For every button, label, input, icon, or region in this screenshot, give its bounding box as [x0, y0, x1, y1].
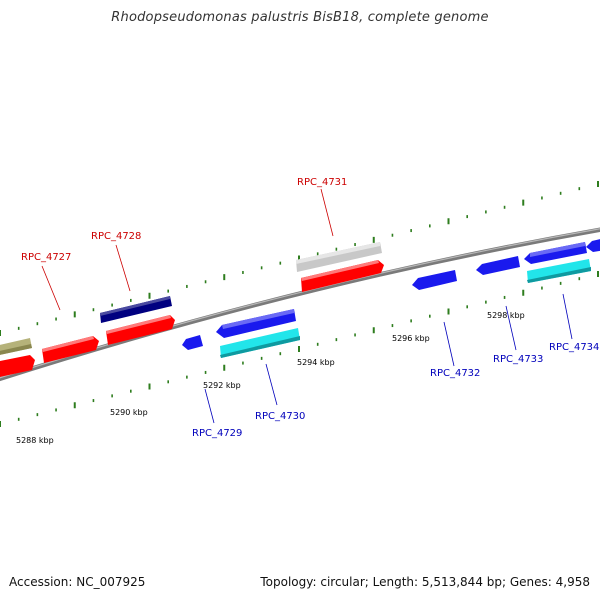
rna-4730-shade	[220, 336, 300, 358]
cds-shade-2	[106, 315, 171, 334]
gene-label-rpc-4731[interactable]: RPC_4731	[297, 177, 347, 188]
forward-features	[0, 242, 382, 355]
gene-label-rpc-4730[interactable]: RPC_4730	[255, 411, 305, 422]
feature-rna-shade	[100, 296, 170, 316]
reverse-rna	[220, 259, 591, 358]
gene-label-rpc-4734[interactable]: RPC_4734	[549, 342, 599, 353]
scale-label-5294: 5294 kbp	[297, 358, 335, 367]
cds-shade-3	[301, 260, 379, 281]
label-connectors	[41, 188, 573, 424]
cds-rev-shade-1	[222, 309, 294, 329]
forward-cds	[0, 260, 384, 378]
genome-summary-text: Topology: circular; Length: 5,513,844 bp…	[260, 575, 590, 589]
cds-4727-left[interactable]	[0, 355, 35, 378]
cds-4727[interactable]	[42, 336, 99, 363]
genome-backbone	[0, 227, 600, 382]
cds-4735-partial[interactable]	[586, 238, 600, 252]
reverse-tick-ring	[0, 271, 599, 427]
gene-label-rpc-4732[interactable]: RPC_4732	[430, 368, 480, 379]
scale-label-5288: 5288 kbp	[16, 436, 54, 445]
rna-4734-shade	[527, 267, 591, 283]
cds-rev-shade-2	[530, 242, 585, 257]
cds-4733[interactable]	[476, 256, 520, 275]
gene-label-rpc-4733[interactable]: RPC_4733	[493, 354, 543, 365]
cds-shade-1	[42, 336, 94, 352]
scale-label-5296: 5296 kbp	[392, 334, 430, 343]
gene-label-rpc-4728[interactable]: RPC_4728	[91, 231, 141, 242]
cds-4732[interactable]	[412, 270, 457, 290]
feature-pseudo-shade	[0, 344, 32, 355]
feature-other-shade	[296, 242, 380, 264]
scale-label-5290: 5290 kbp	[110, 408, 148, 417]
forward-tick-ring	[0, 181, 599, 336]
cds-4729[interactable]	[182, 335, 203, 350]
scale-label-5292: 5292 kbp	[203, 381, 241, 390]
scale-label-5298: 5298 kbp	[487, 311, 525, 320]
gene-label-rpc-4727[interactable]: RPC_4727	[21, 252, 71, 263]
cds-4731[interactable]	[301, 260, 384, 292]
reverse-cds	[182, 238, 600, 350]
map-title: Rhodopseudomonas palustris BisB18, compl…	[111, 10, 489, 25]
gene-label-rpc-4729[interactable]: RPC_4729	[192, 428, 242, 439]
cds-4728[interactable]	[106, 315, 175, 345]
accession-text: Accession: NC_007925	[9, 575, 146, 589]
